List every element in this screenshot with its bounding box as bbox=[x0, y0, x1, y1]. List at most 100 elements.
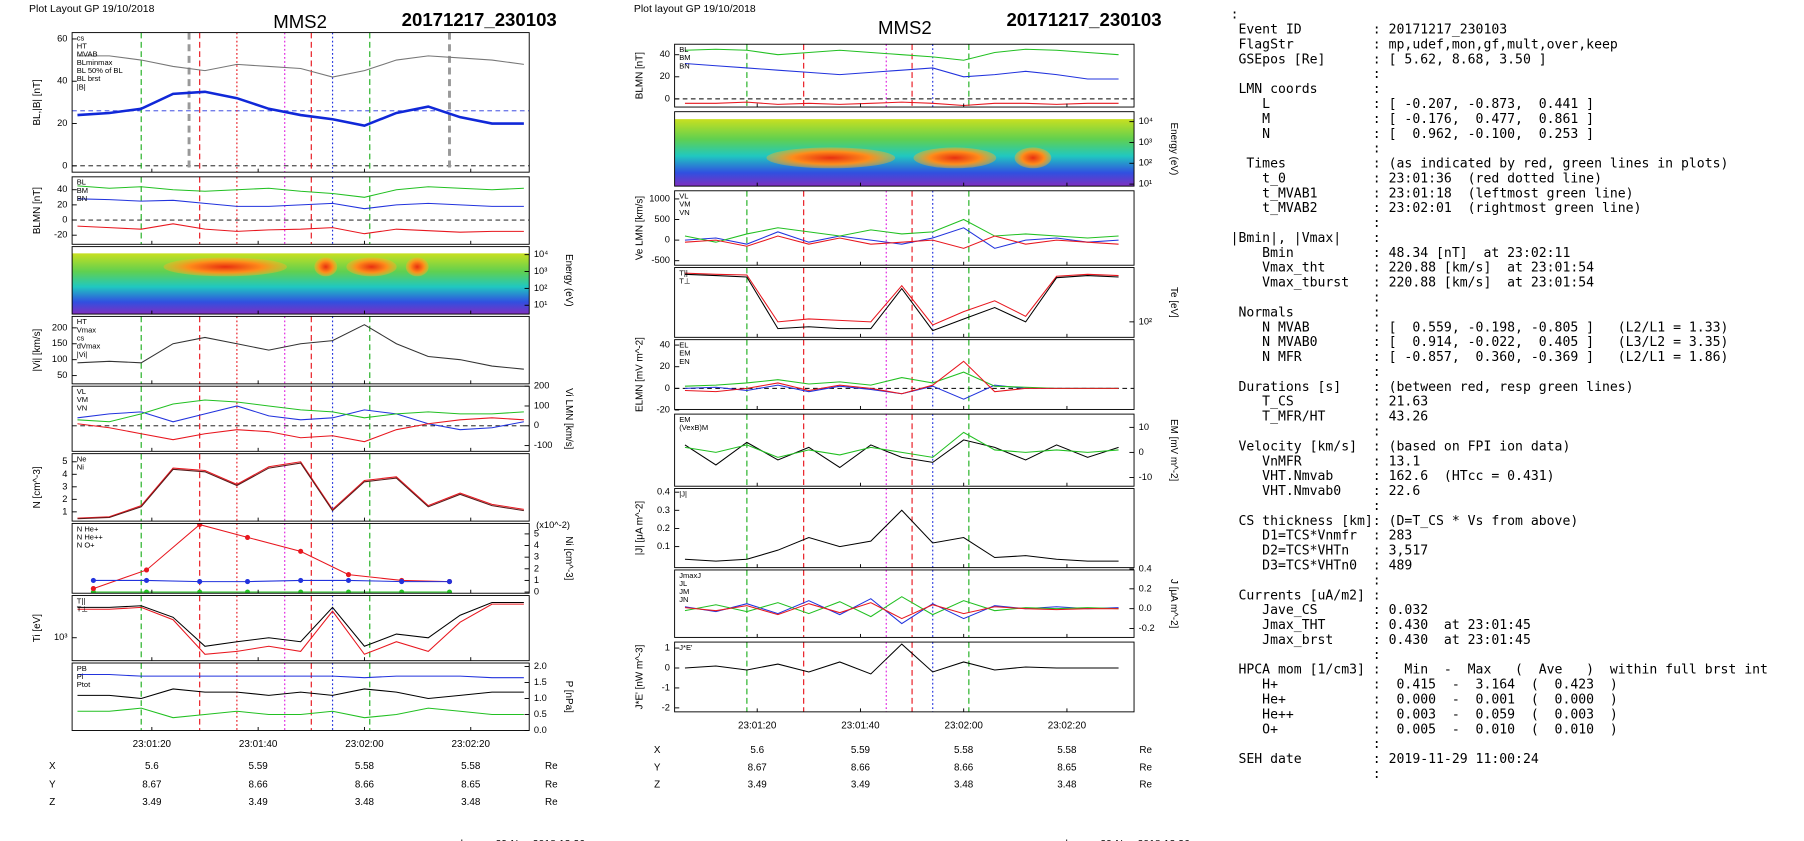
y-tick-label: -0.2 bbox=[1139, 623, 1155, 633]
ephemeris-value: 5.59 bbox=[249, 761, 269, 772]
legend-entry: VM bbox=[77, 395, 88, 404]
ephemeris-unit: Re bbox=[545, 761, 558, 772]
info-line: T_MFR/HT : 43.26 bbox=[1231, 410, 1429, 425]
y-tick-label: 40 bbox=[660, 49, 670, 59]
axis-note: (x10^-2) bbox=[536, 520, 570, 530]
ephemeris-value: 5.58 bbox=[461, 761, 481, 772]
series-point bbox=[244, 579, 251, 585]
info-line: : bbox=[1231, 142, 1381, 157]
legend-entry: N O+ bbox=[77, 541, 95, 550]
series-point bbox=[298, 589, 304, 594]
header-event: 20171217_230103 bbox=[1006, 9, 1161, 30]
y-tick-label: 5 bbox=[534, 528, 539, 538]
y-tick-label: 4 bbox=[534, 540, 539, 550]
info-line: Normals : bbox=[1231, 305, 1381, 320]
y-tick-label: -500 bbox=[651, 255, 670, 265]
legend-entry: BL bbox=[679, 45, 688, 54]
series-line bbox=[77, 405, 524, 431]
y-tick-label: 0 bbox=[665, 383, 670, 393]
header-event: 20171217_230103 bbox=[402, 9, 557, 30]
legend-entry: N He+ bbox=[77, 524, 99, 533]
y-axis-label: P [nPa] bbox=[563, 681, 574, 713]
spectrogram bbox=[72, 253, 530, 315]
panel-content bbox=[674, 44, 1135, 108]
info-line: Times : (as indicated by red, green line… bbox=[1231, 157, 1729, 172]
y-tick-label: 10³ bbox=[1139, 137, 1152, 147]
y-axis-label: Ve LMN [km/s] bbox=[634, 196, 645, 260]
legend-entry: EM bbox=[679, 415, 690, 424]
ephemeris-value: 5.6 bbox=[750, 745, 764, 756]
series-line bbox=[684, 272, 1119, 326]
y-tick-label: 10³ bbox=[54, 632, 67, 642]
panel-content bbox=[72, 253, 530, 315]
info-line: N MVAB0 : [ 0.914, -0.022, 0.405 ] (L3/L… bbox=[1231, 335, 1729, 350]
y-tick-label: 10 bbox=[1139, 422, 1149, 432]
y-tick-label: 100 bbox=[52, 354, 68, 364]
legend-entry: EM bbox=[679, 349, 690, 358]
info-line: t_MVAB1 : 23:01:18 (leftmost green line) bbox=[1231, 186, 1634, 201]
ephemeris-value: 5.58 bbox=[954, 745, 974, 756]
y-axis-label: Ni [cm^-3] bbox=[563, 536, 574, 580]
y-axis-label: J [μA m^-2] bbox=[1168, 579, 1179, 629]
legend-entry: EL bbox=[679, 340, 688, 349]
y-tick-label: 2.0 bbox=[534, 661, 547, 671]
y-tick-label: -1 bbox=[662, 682, 670, 692]
y-axis-label: |Vi| [km/s] bbox=[32, 328, 43, 371]
legend-entry: N He++ bbox=[77, 532, 104, 541]
y-tick-label: -10 bbox=[1139, 472, 1152, 482]
info-line: VnMFR : 13.1 bbox=[1231, 454, 1421, 469]
series-point bbox=[197, 523, 203, 528]
legend-entry: BM bbox=[679, 53, 690, 62]
y-tick-label: 10⁴ bbox=[534, 249, 548, 259]
panel-frame bbox=[674, 641, 1135, 713]
spectrogram-blob bbox=[405, 257, 429, 277]
series-line bbox=[77, 198, 524, 210]
info-line: : bbox=[1231, 573, 1381, 588]
y-tick-label: 2 bbox=[62, 494, 67, 504]
panel-frame bbox=[71, 315, 530, 385]
series-line bbox=[684, 235, 1119, 249]
legend-entry: J*E' bbox=[679, 643, 693, 652]
ephemeris-value: 3.48 bbox=[1057, 780, 1077, 791]
y-axis-label: Energy (eV) bbox=[1168, 123, 1179, 176]
legend-entry: Vmax bbox=[77, 325, 97, 334]
y-axis-label: Te [eV] bbox=[1168, 287, 1179, 318]
series-line bbox=[77, 324, 524, 370]
header-spacecraft: MMS2 bbox=[273, 11, 327, 32]
ephemeris-value: 5.58 bbox=[1057, 745, 1077, 756]
ephemeris-value: 3.49 bbox=[249, 797, 269, 808]
y-tick-label: 0.1 bbox=[657, 541, 670, 551]
series-point bbox=[298, 577, 304, 583]
ephemeris-value: 3.49 bbox=[142, 797, 162, 808]
y-tick-label: 3 bbox=[534, 552, 539, 562]
series-line bbox=[77, 602, 524, 647]
y-tick-label: 0.4 bbox=[1139, 563, 1152, 573]
ephemeris-value: 3.49 bbox=[851, 780, 871, 791]
y-tick-label: 0.3 bbox=[657, 505, 670, 515]
series-point bbox=[90, 586, 96, 592]
panel-frame bbox=[71, 522, 530, 594]
legend-entry: cs bbox=[77, 334, 85, 343]
panel-frame bbox=[71, 385, 530, 452]
info-line: GSEpos [Re] : [ 5.62, 8.68, 3.50 ] bbox=[1231, 52, 1547, 67]
ephemeris-value: 8.67 bbox=[748, 762, 767, 773]
legend-entry: JmaxJ bbox=[679, 571, 701, 580]
ephemeris-value: 3.48 bbox=[461, 797, 481, 808]
info-line: He++ : 0.003 - 0.059 ( 0.003 ) bbox=[1231, 707, 1618, 722]
legend-entry: EN bbox=[679, 357, 689, 366]
y-tick-label: 0.0 bbox=[534, 725, 547, 735]
y-tick-label: 20 bbox=[57, 199, 67, 209]
y-tick-label: 0 bbox=[62, 214, 67, 224]
info-line: N MFR : [ -0.857, 0.360, -0.369 ] (L2/L1… bbox=[1231, 350, 1729, 365]
y-tick-label: 40 bbox=[57, 76, 67, 86]
series-line bbox=[77, 603, 524, 655]
info-line: : bbox=[1231, 648, 1381, 663]
panel-frame bbox=[71, 32, 530, 173]
y-tick-label: 0 bbox=[665, 662, 670, 672]
ephemeris-value: 3.49 bbox=[748, 780, 768, 791]
y-axis-label: BLMN [nT] bbox=[32, 187, 43, 234]
legend-entry: Ptot bbox=[77, 680, 91, 689]
series-line bbox=[93, 524, 450, 590]
info-line: : bbox=[1231, 365, 1381, 380]
x-tick-label: 23:01:20 bbox=[738, 720, 777, 731]
